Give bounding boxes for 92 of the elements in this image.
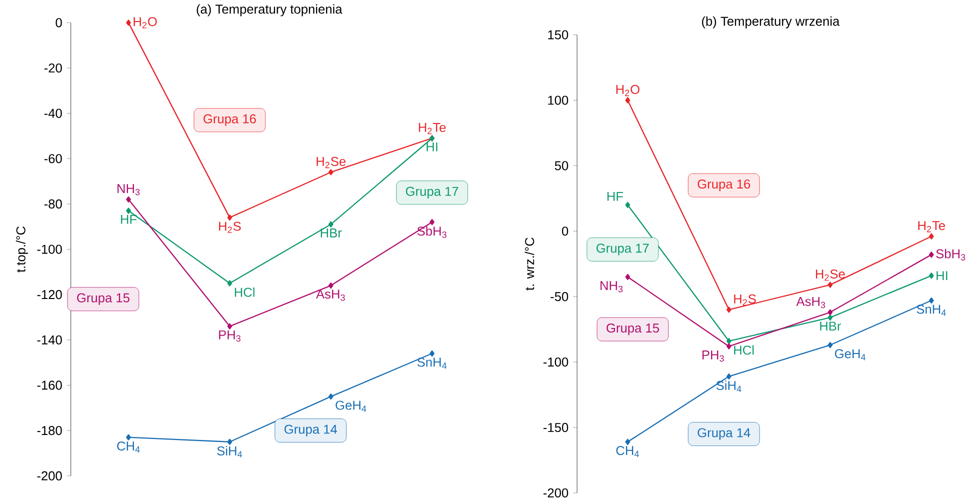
legend-label: Grupa 15 (77, 293, 130, 306)
y-tick-label: -200 (37, 471, 62, 481)
y-axis-title: t. wrz./°C (524, 238, 534, 290)
y-tick-label: -100 (37, 244, 62, 254)
point (828, 282, 833, 288)
annotation: SbH$_{3}$ (936, 249, 966, 261)
point (625, 202, 630, 208)
y-tick-label: -20 (44, 64, 62, 73)
y-tick-label: -160 (37, 380, 62, 390)
y-tick-label: -180 (37, 426, 62, 436)
legend-label: Grupa 14 (698, 428, 750, 440)
annotation: HCl (234, 288, 254, 297)
annotation: SiH$_{4}$ (217, 446, 242, 458)
point (126, 20, 131, 26)
y-tick-label: -80 (44, 200, 62, 209)
point (726, 373, 732, 380)
point (828, 309, 833, 316)
point (928, 298, 934, 304)
annotation: HCl (734, 345, 754, 355)
y-tick-label: 100 (548, 96, 568, 105)
annotation: AsH$_{3}$ (316, 290, 345, 301)
point (126, 434, 131, 441)
point (828, 314, 833, 321)
y-tick-label: 50 (554, 161, 568, 170)
y-tick-label: -150 (543, 423, 568, 432)
annotation: H$_{2}$S (219, 222, 241, 233)
annotation: AsH$_{3}$ (796, 297, 826, 308)
point (126, 208, 131, 214)
point (928, 233, 934, 240)
annotation: HF (121, 215, 137, 224)
annotation: H$_{2}$Te (418, 123, 446, 134)
point (430, 219, 435, 226)
y-tick-label: 150 (548, 30, 568, 40)
annotation: PH$_{3}$ (219, 330, 240, 342)
point (227, 438, 232, 446)
legend-label: Grupa 16 (204, 114, 256, 126)
point (126, 196, 131, 203)
y-tick-label: -140 (37, 335, 62, 345)
point (328, 282, 334, 289)
legend-label: Grupa 15 (606, 324, 659, 336)
y-axis-title: t.top./°C (16, 226, 28, 272)
point (828, 342, 833, 348)
point (726, 343, 732, 350)
point (625, 438, 630, 446)
point (328, 394, 334, 400)
y-tick-label: -40 (44, 108, 62, 118)
annotation: GeH$_{4}$ (834, 349, 866, 360)
legend-label: Grupa 14 (284, 424, 338, 436)
annotation: CH$_{4}$ (117, 442, 140, 453)
annotation: GeH$_{4}$ (336, 400, 366, 412)
annotation: NH$_{3}$ (118, 184, 140, 196)
annotation: HBr (820, 322, 841, 331)
point (227, 280, 232, 286)
annotation: HBr (320, 228, 342, 238)
annotation: SbH$_{3}$ (417, 226, 446, 238)
legend-label: Grupa 16 (698, 180, 750, 192)
legend-label: Grupa 17 (406, 186, 458, 199)
annotation: SiH$_{4}$ (716, 380, 742, 392)
point (625, 274, 630, 280)
annotation: H$_{2}$Se (816, 270, 845, 281)
point (928, 272, 934, 279)
annotation: HF (607, 192, 623, 201)
point (328, 221, 334, 228)
annotation: SnH$_{4}$ (916, 304, 946, 316)
annotation: PH$_{3}$ (702, 350, 724, 362)
point (928, 252, 934, 258)
y-tick-label: -200 (543, 488, 568, 498)
point (430, 350, 435, 357)
chart-title: (b) Temperatury wrzenia (702, 16, 840, 28)
point (227, 214, 232, 221)
annotation: H$_{2}$O (134, 17, 157, 28)
annotation: H$_{2}$O (616, 85, 640, 96)
annotation: NH$_{3}$ (600, 281, 623, 292)
annotation: CH$_{4}$ (616, 446, 639, 458)
annotation: HI (426, 142, 438, 152)
y-tick-label: -120 (37, 290, 62, 300)
y-tick-label: -60 (44, 154, 62, 164)
point (726, 306, 732, 313)
annotation: HI (936, 271, 948, 280)
point (227, 323, 232, 330)
y-tick-label: 0 (562, 226, 568, 236)
annotation: H$_{2}$Se (316, 157, 346, 168)
legend-label: Grupa 17 (596, 244, 649, 256)
y-tick-label: 0 (56, 18, 62, 28)
y-tick-label: -50 (550, 292, 568, 302)
chart-title: (a) Temperatury topnienia (196, 4, 342, 16)
annotation: H$_{2}$Te (918, 221, 946, 232)
point (625, 97, 630, 104)
annotation: SnH$_{4}$ (417, 358, 447, 369)
point (726, 338, 732, 344)
point (328, 169, 334, 176)
y-tick-label: -100 (543, 358, 568, 367)
